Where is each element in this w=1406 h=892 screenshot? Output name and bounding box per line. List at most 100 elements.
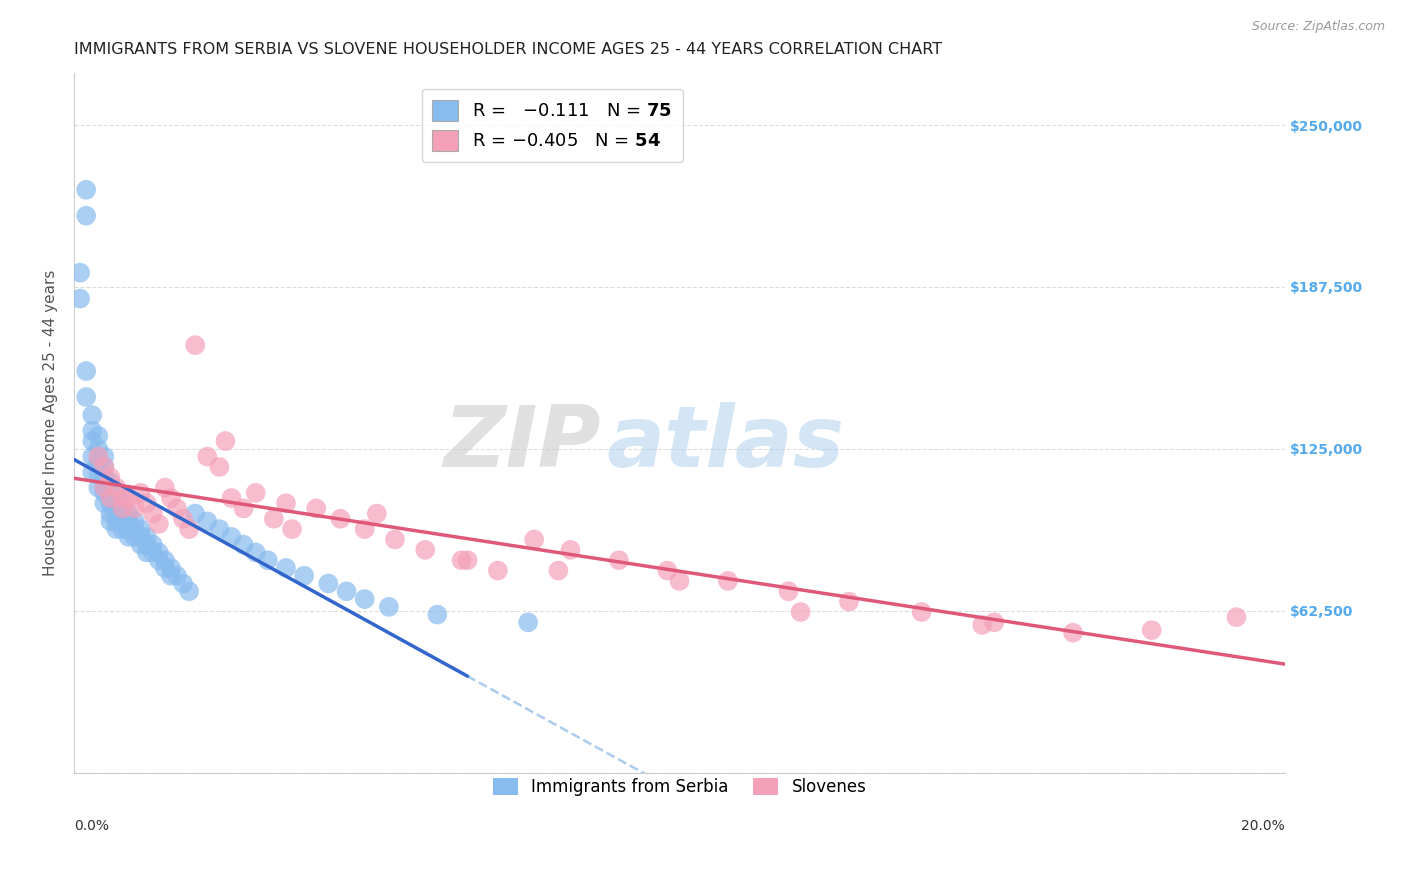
Point xyxy=(117,507,139,521)
Point xyxy=(111,496,134,510)
Y-axis label: Householder Income Ages 25 - 44 years: Householder Income Ages 25 - 44 years xyxy=(44,269,58,576)
Point xyxy=(124,530,146,544)
Point xyxy=(160,561,183,575)
Point xyxy=(87,467,110,482)
Point xyxy=(153,561,176,575)
Point xyxy=(195,450,218,464)
Point xyxy=(111,501,134,516)
Point xyxy=(245,486,267,500)
Point xyxy=(87,450,110,464)
Point xyxy=(135,538,157,552)
Point xyxy=(100,491,122,505)
Point xyxy=(75,364,97,378)
Point xyxy=(93,459,115,474)
Point xyxy=(105,486,128,500)
Point xyxy=(82,408,104,422)
Point xyxy=(100,514,122,528)
Point xyxy=(117,522,139,536)
Point xyxy=(335,584,357,599)
Point xyxy=(838,594,860,608)
Point xyxy=(329,512,352,526)
Point xyxy=(274,561,297,575)
Point xyxy=(93,470,115,484)
Point xyxy=(172,576,194,591)
Point xyxy=(93,496,115,510)
Point xyxy=(82,424,104,438)
Point xyxy=(75,209,97,223)
Point xyxy=(93,481,115,495)
Point xyxy=(983,615,1005,630)
Point xyxy=(87,442,110,456)
Point xyxy=(208,522,231,536)
Point xyxy=(111,491,134,505)
Point xyxy=(153,481,176,495)
Point xyxy=(426,607,449,622)
Point xyxy=(179,522,201,536)
Point xyxy=(214,434,236,448)
Point xyxy=(208,459,231,474)
Point xyxy=(135,530,157,544)
Point xyxy=(105,507,128,521)
Point xyxy=(318,576,340,591)
Text: ZIP: ZIP xyxy=(443,402,600,485)
Point xyxy=(87,455,110,469)
Point xyxy=(789,605,811,619)
Point xyxy=(232,501,254,516)
Point xyxy=(142,507,165,521)
Point xyxy=(87,429,110,443)
Point xyxy=(353,522,375,536)
Point xyxy=(717,574,740,588)
Point xyxy=(111,514,134,528)
Point xyxy=(221,491,243,505)
Point xyxy=(124,514,146,528)
Point xyxy=(148,553,170,567)
Point xyxy=(100,470,122,484)
Point xyxy=(69,266,91,280)
Point xyxy=(111,507,134,521)
Point xyxy=(82,434,104,448)
Point xyxy=(517,615,540,630)
Point xyxy=(124,522,146,536)
Point xyxy=(657,564,679,578)
Point xyxy=(523,533,546,547)
Point xyxy=(93,486,115,500)
Point xyxy=(75,183,97,197)
Point xyxy=(105,514,128,528)
Point xyxy=(129,522,152,536)
Point xyxy=(93,450,115,464)
Point xyxy=(179,584,201,599)
Point xyxy=(413,542,436,557)
Point xyxy=(100,486,122,500)
Point xyxy=(972,618,994,632)
Point xyxy=(135,496,157,510)
Point xyxy=(129,530,152,544)
Point xyxy=(256,553,278,567)
Point xyxy=(100,507,122,521)
Point xyxy=(160,568,183,582)
Point xyxy=(129,538,152,552)
Text: 20.0%: 20.0% xyxy=(1241,819,1285,833)
Point xyxy=(668,574,690,588)
Point xyxy=(142,538,165,552)
Legend: Immigrants from Serbia, Slovenes: Immigrants from Serbia, Slovenes xyxy=(486,772,873,803)
Point xyxy=(87,481,110,495)
Point xyxy=(100,496,122,510)
Point xyxy=(172,512,194,526)
Point xyxy=(105,481,128,495)
Text: 0.0%: 0.0% xyxy=(75,819,110,833)
Point xyxy=(153,553,176,567)
Point xyxy=(245,545,267,559)
Point xyxy=(607,553,630,567)
Point xyxy=(486,564,509,578)
Point xyxy=(166,568,188,582)
Point xyxy=(1225,610,1247,624)
Point xyxy=(184,338,207,352)
Point xyxy=(117,514,139,528)
Text: IMMIGRANTS FROM SERBIA VS SLOVENE HOUSEHOLDER INCOME AGES 25 - 44 YEARS CORRELAT: IMMIGRANTS FROM SERBIA VS SLOVENE HOUSEH… xyxy=(75,42,942,57)
Point xyxy=(93,459,115,474)
Point xyxy=(366,507,388,521)
Point xyxy=(305,501,328,516)
Point xyxy=(232,538,254,552)
Point xyxy=(117,491,139,505)
Point xyxy=(69,292,91,306)
